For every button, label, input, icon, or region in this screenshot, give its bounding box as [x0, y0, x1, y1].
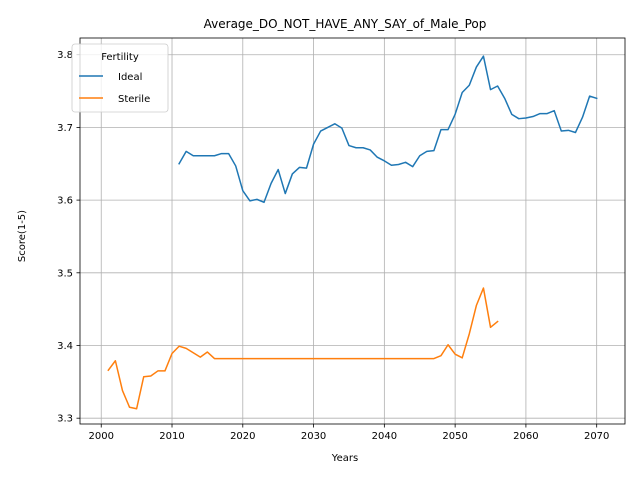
legend-title: Fertility	[101, 52, 139, 63]
legend-entry-sterile: Sterile	[118, 94, 150, 105]
series-lines	[107, 55, 598, 410]
x-tick-label: 2010	[159, 431, 184, 442]
x-tick-label: 2060	[513, 431, 538, 442]
legend-box	[71, 43, 169, 113]
y-tick-label: 3.6	[57, 196, 73, 207]
y-tick-label: 3.4	[57, 341, 73, 352]
x-axis-label: Years	[331, 453, 358, 464]
x-tick-label: 2030	[301, 431, 326, 442]
x-tick-label: 2050	[442, 431, 467, 442]
x-tick-label: 2070	[584, 431, 609, 442]
x-tick-label: 2020	[230, 431, 255, 442]
legend-entry-ideal: Ideal	[118, 72, 142, 83]
x-tick-label: 2040	[372, 431, 397, 442]
y-tick-label: 3.5	[57, 268, 73, 279]
legend: Fertility Ideal Sterile	[71, 43, 169, 113]
series-line-sterile	[107, 287, 499, 410]
x-tick-label: 2000	[89, 431, 114, 442]
grid	[80, 38, 625, 424]
plot-area-frame	[79, 37, 626, 425]
y-tick-label: 3.7	[57, 123, 73, 134]
y-tick-label: 3.8	[57, 50, 73, 61]
chart-title: Average_DO_NOT_HAVE_ANY_SAY_of_Male_Pop	[204, 17, 487, 31]
x-axis: 2000 2010 2020 2030 2040 2050 2060 2070	[89, 424, 609, 442]
y-tick-label: 3.3	[57, 414, 73, 425]
series-line-ideal	[178, 55, 598, 204]
y-axis-label: Score(1-5)	[17, 210, 28, 262]
